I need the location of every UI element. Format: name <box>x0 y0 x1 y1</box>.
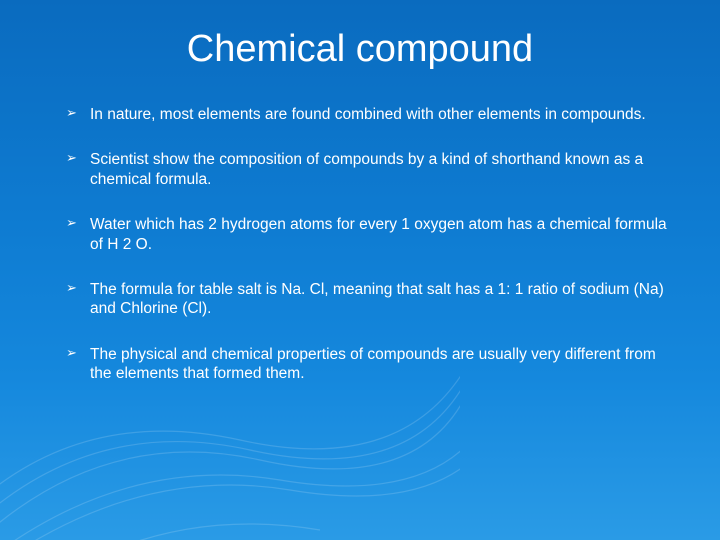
slide-title: Chemical compound <box>48 28 672 71</box>
bullet-list: In nature, most elements are found combi… <box>48 105 672 383</box>
list-item: Scientist show the composition of compou… <box>66 150 672 189</box>
list-item: The formula for table salt is Na. Cl, me… <box>66 280 672 319</box>
list-item: In nature, most elements are found combi… <box>66 105 672 124</box>
list-item: The physical and chemical properties of … <box>66 345 672 384</box>
slide-container: Chemical compound In nature, most elemen… <box>0 0 720 540</box>
list-item: Water which has 2 hydrogen atoms for eve… <box>66 215 672 254</box>
